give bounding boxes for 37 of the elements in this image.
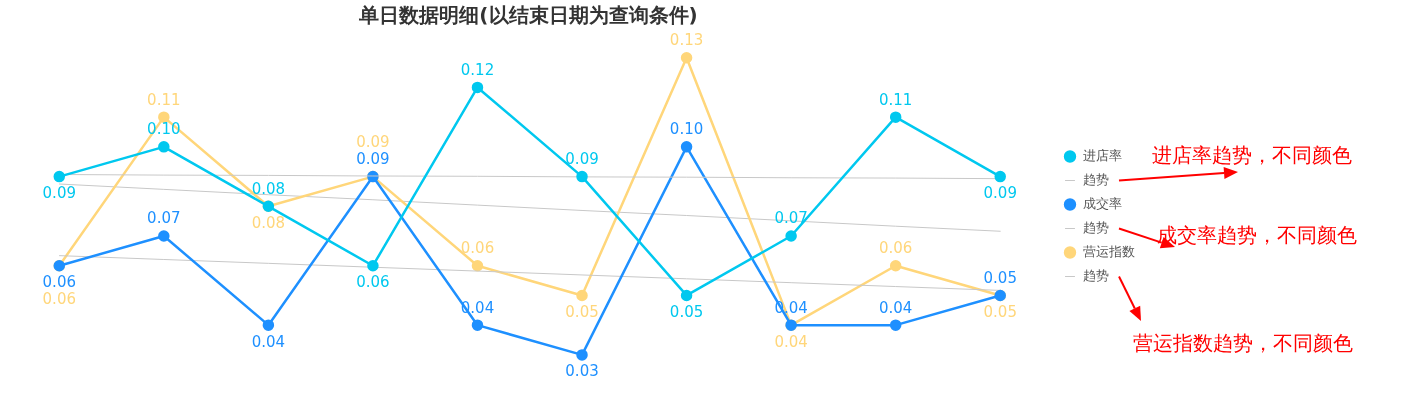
data-label: 0.05 bbox=[565, 302, 599, 321]
data-label: 0.08 bbox=[251, 213, 286, 232]
data-label: 0.04 bbox=[251, 332, 286, 351]
legend-label: 进店率 bbox=[1083, 147, 1122, 163]
data-label: 0.05 bbox=[669, 302, 704, 321]
data-label: 0.06 bbox=[42, 273, 76, 292]
legend-label: 营运指数 bbox=[1083, 243, 1135, 259]
data-label: 0.05 bbox=[983, 268, 1017, 287]
data-label: 0.09 bbox=[356, 132, 390, 151]
data-label: 0.07 bbox=[147, 209, 181, 228]
chart-title: 单日数据明细(以结束日期为查询条件) bbox=[358, 2, 699, 29]
data-label: 0.11 bbox=[878, 90, 913, 109]
data-label: 0.09 bbox=[42, 183, 76, 202]
text: 营运指数趋势，不同颜色 bbox=[1133, 331, 1353, 356]
data-label: 0.07 bbox=[774, 209, 808, 228]
data-label: 0.09 bbox=[565, 149, 599, 168]
data-label: 0.06 bbox=[460, 239, 495, 258]
data-label: 0.05 bbox=[983, 302, 1017, 321]
data-label: 0.09 bbox=[356, 149, 390, 168]
data-label: 0.08 bbox=[251, 179, 286, 198]
data-label: 0.12 bbox=[460, 60, 495, 79]
data-label: 0.04 bbox=[774, 332, 808, 351]
data-label: 0.11 bbox=[147, 90, 181, 109]
data-label: 0.04 bbox=[878, 298, 913, 317]
data-label: 0.10 bbox=[669, 120, 704, 139]
data-label: 0.06 bbox=[878, 239, 913, 258]
data-label: 0.06 bbox=[42, 290, 76, 309]
legend-label: 成交率 bbox=[1083, 195, 1122, 211]
data-label: 0.10 bbox=[147, 120, 181, 139]
data-label: 0.09 bbox=[983, 183, 1017, 202]
data-label: 0.06 bbox=[356, 273, 390, 292]
legend-label: 趋势 bbox=[1083, 267, 1109, 283]
data-label: 0.13 bbox=[669, 31, 704, 50]
text: 进店率趋势，不同颜色 bbox=[1152, 143, 1352, 168]
legend-label: 趋势 bbox=[1083, 171, 1109, 187]
data-label: 0.03 bbox=[565, 362, 599, 381]
legend-label: 趋势 bbox=[1083, 219, 1109, 235]
